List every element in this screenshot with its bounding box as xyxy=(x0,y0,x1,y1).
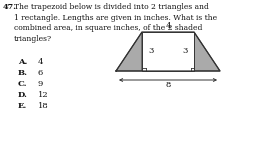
Text: 3: 3 xyxy=(148,47,153,55)
Text: C.: C. xyxy=(18,80,28,88)
Text: The trapezoid below is divided into 2 triangles and
1 rectangle. Lengths are giv: The trapezoid below is divided into 2 tr… xyxy=(14,3,217,43)
Text: D.: D. xyxy=(18,91,28,99)
Polygon shape xyxy=(194,32,220,71)
Text: A.: A. xyxy=(18,58,27,66)
Text: 4: 4 xyxy=(165,22,171,30)
Text: 6: 6 xyxy=(38,69,43,77)
Text: 18: 18 xyxy=(38,102,49,110)
Text: 3: 3 xyxy=(183,47,188,55)
Text: B.: B. xyxy=(18,69,28,77)
Text: 12: 12 xyxy=(38,91,49,99)
Text: 8: 8 xyxy=(165,81,171,89)
Polygon shape xyxy=(116,32,142,71)
Text: 9: 9 xyxy=(38,80,43,88)
Text: 47.: 47. xyxy=(3,3,17,11)
Text: E.: E. xyxy=(18,102,27,110)
Bar xyxy=(142,32,194,71)
Text: 4: 4 xyxy=(38,58,44,66)
